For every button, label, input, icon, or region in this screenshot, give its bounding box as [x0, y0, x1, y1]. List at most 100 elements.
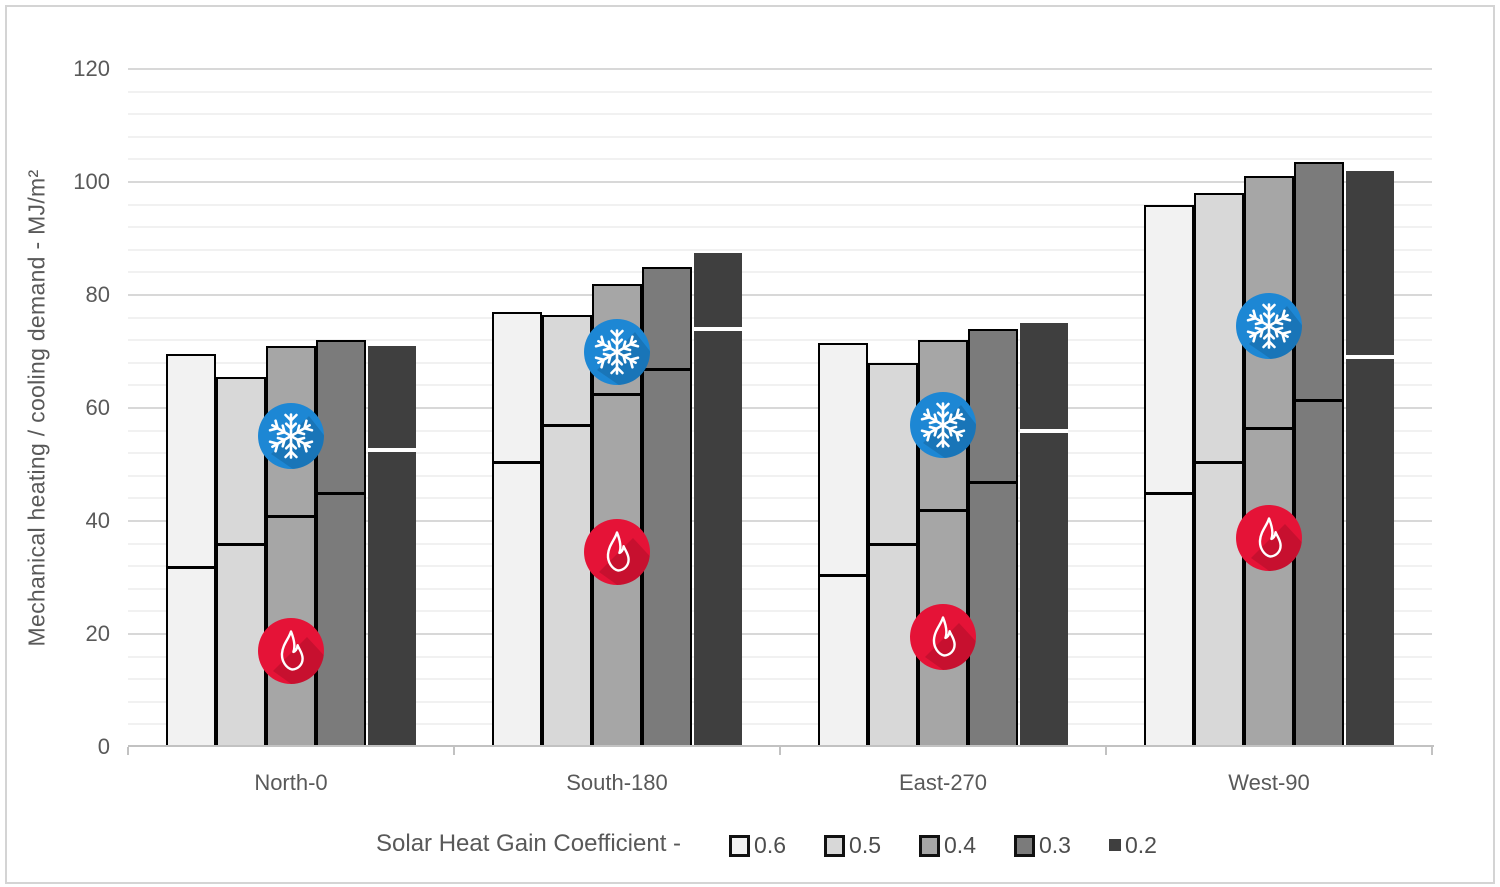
heating-cooling-divider — [870, 542, 916, 546]
legend-items: 0.6 0.5 0.4 0.3 0.2 — [729, 830, 1157, 859]
x-category-label-south-180: South-180 — [566, 770, 668, 795]
gridline-major — [128, 68, 1432, 70]
heating-cooling-divider — [218, 542, 264, 546]
gridline-minor — [128, 316, 1432, 319]
legend-label: 0.4 — [944, 832, 976, 858]
y-tick-label: 80 — [85, 282, 110, 307]
bar-shgc-0.3-west-90 — [1294, 162, 1344, 747]
flame-icon — [910, 603, 976, 670]
legend-swatch-0.4 — [919, 835, 941, 857]
gridline-minor — [128, 203, 1432, 206]
heating-cooling-divider — [368, 448, 416, 453]
gridline-minor — [128, 135, 1432, 138]
heating-cooling-divider — [694, 326, 742, 331]
heating-cooling-divider — [1020, 428, 1068, 433]
gridline-minor — [128, 610, 1432, 613]
legend-item-0.5: 0.5 — [824, 832, 881, 859]
heating-cooling-divider — [920, 509, 966, 513]
heating-cooling-divider — [1346, 355, 1394, 360]
bar-shgc-0.2-south-180 — [694, 252, 742, 747]
gridline-minor — [128, 248, 1432, 251]
gridline-minor — [128, 339, 1432, 342]
plot-area — [128, 68, 1432, 747]
bar-shgc-0.6-west-90 — [1144, 204, 1194, 747]
legend-swatch-0.3 — [1014, 835, 1035, 857]
gridline-minor — [128, 700, 1432, 703]
flame-icon — [258, 617, 324, 684]
y-tick-label: 40 — [85, 508, 110, 533]
bar-shgc-0.5-west-90 — [1194, 193, 1244, 747]
heating-cooling-divider — [644, 367, 690, 371]
gridline-minor — [128, 158, 1432, 161]
x-axis-tick — [127, 747, 129, 755]
bar-shgc-0.5-south-180 — [542, 314, 592, 747]
x-axis-tick — [1105, 747, 1107, 755]
bar-shgc-0.3-east-270 — [968, 328, 1018, 747]
bar-shgc-0.2-east-270 — [1020, 323, 1068, 747]
gridline-minor — [128, 474, 1432, 477]
gridline-major — [128, 633, 1432, 635]
gridline-major — [128, 181, 1432, 183]
bar-shgc-0.3-north-0 — [316, 340, 366, 747]
heating-cooling-divider — [970, 480, 1016, 484]
legend-item-0.4: 0.4 — [919, 832, 976, 859]
gridline-minor — [128, 655, 1432, 658]
bar-shgc-0.3-south-180 — [642, 266, 692, 747]
gridline-minor — [128, 587, 1432, 590]
y-tick-label: 100 — [73, 169, 110, 194]
gridline-minor — [128, 271, 1432, 274]
flame-icon — [584, 519, 650, 586]
bar-shgc-0.2-west-90 — [1346, 170, 1394, 747]
y-tick-label: 0 — [97, 734, 110, 759]
legend: Solar Heat Gain Coefficient - 0.6 0.5 0.… — [376, 830, 1157, 859]
heating-cooling-divider — [820, 574, 866, 577]
heating-cooling-divider — [594, 393, 640, 397]
bar-shgc-0.5-east-270 — [868, 362, 918, 747]
x-category-label-north-0: North-0 — [254, 770, 328, 795]
gridline-minor — [128, 384, 1432, 387]
legend-label: 0.5 — [849, 832, 882, 858]
gridline-minor — [128, 113, 1432, 116]
snowflake-icon — [1236, 293, 1302, 360]
bar-shgc-0.6-east-270 — [818, 343, 868, 747]
gridline-minor — [128, 723, 1432, 726]
legend-swatch-0.6 — [729, 835, 751, 857]
heating-cooling-divider — [168, 565, 214, 569]
x-axis-tick — [453, 747, 455, 755]
heating-cooling-divider — [318, 492, 364, 496]
gridline-minor — [128, 429, 1432, 432]
gridline-minor — [128, 90, 1432, 93]
bar-shgc-0.4-west-90 — [1244, 176, 1294, 747]
gridline-major — [128, 520, 1432, 522]
heating-cooling-divider — [1296, 398, 1342, 402]
legend-label: 0.3 — [1039, 832, 1071, 858]
y-tick-label: 120 — [73, 56, 110, 81]
bar-shgc-0.6-north-0 — [166, 354, 216, 747]
legend-item-0.2: 0.2 — [1108, 832, 1157, 859]
x-axis-tick — [779, 747, 781, 755]
flame-icon — [1236, 504, 1302, 571]
legend-item-0.6: 0.6 — [729, 832, 786, 859]
gridline-minor — [128, 497, 1432, 500]
gridline-minor — [128, 226, 1432, 229]
x-axis-line — [128, 745, 1434, 747]
x-axis-tick — [1431, 747, 1433, 755]
gridline-minor — [128, 565, 1432, 568]
bar-shgc-0.5-north-0 — [216, 376, 266, 747]
legend-title: Solar Heat Gain Coefficient - — [376, 830, 682, 857]
heating-cooling-divider — [1196, 461, 1242, 464]
heating-cooling-divider — [544, 424, 590, 428]
heating-cooling-divider — [494, 461, 540, 464]
legend-label: 0.6 — [754, 832, 787, 858]
heating-cooling-divider — [1246, 427, 1292, 431]
gridline-minor — [128, 452, 1432, 455]
gridline-minor — [128, 361, 1432, 364]
heating-cooling-divider — [268, 514, 314, 518]
x-category-label-east-270: East-270 — [898, 770, 988, 795]
x-category-label-west-90: West-90 — [1228, 770, 1310, 795]
heating-cooling-divider — [1146, 492, 1192, 496]
legend-item-0.3: 0.3 — [1014, 832, 1071, 859]
gridline-minor — [128, 678, 1432, 681]
bar-shgc-0.2-north-0 — [368, 345, 416, 747]
